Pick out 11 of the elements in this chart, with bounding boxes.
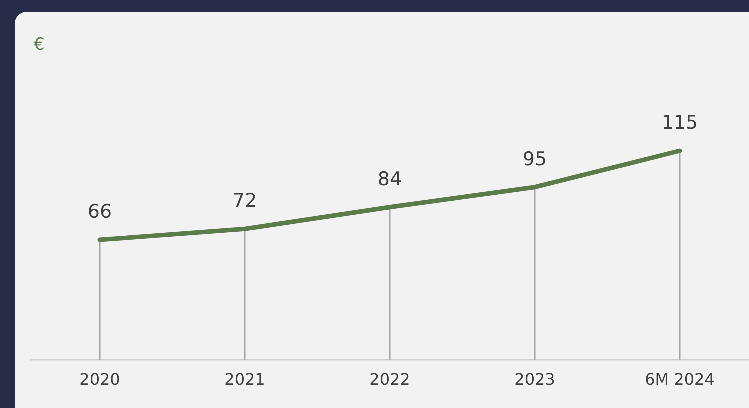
x-tick-label: 2021 [224,370,266,389]
data-label: 72 [232,190,258,212]
x-tick-label: 2020 [80,370,120,389]
data-label: 84 [378,168,402,190]
data-label: 115 [662,112,698,134]
x-tick-label: 6M 2024 [645,370,715,389]
x-tick-label: 2023 [514,370,556,389]
data-label: 66 [88,201,112,224]
x-tick-label: 2022 [370,370,410,389]
data-label: 95 [522,148,548,170]
text: € [34,35,45,55]
